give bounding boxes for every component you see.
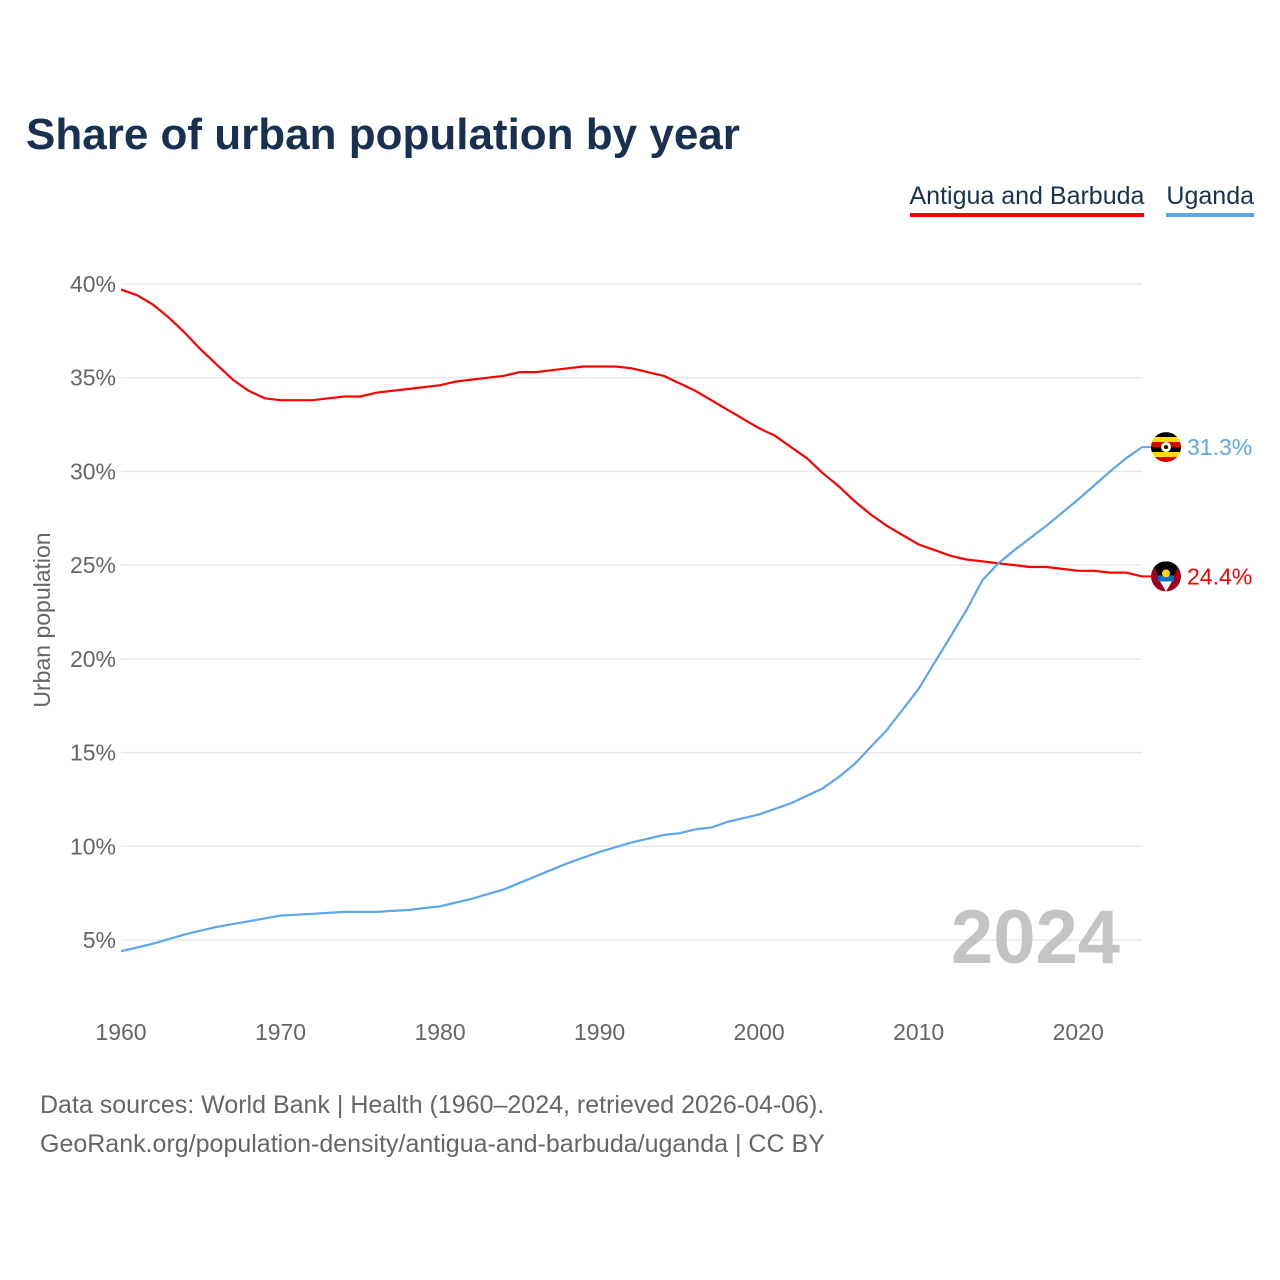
end-value-label-antigua: 24.4% xyxy=(1187,563,1252,589)
data-source-text: Data sources: World Bank | Health (1960–… xyxy=(40,1091,825,1119)
end-value-label-uganda: 31.3% xyxy=(1187,434,1252,460)
x-tick-label: 2000 xyxy=(734,1019,785,1045)
series-line-uganda xyxy=(120,446,1143,953)
y-tick-label: 40% xyxy=(70,271,116,297)
y-tick-label: 20% xyxy=(70,646,116,672)
year-watermark: 2024 xyxy=(951,895,1120,980)
y-axis-title: Urban population xyxy=(29,532,55,707)
x-tick-label: 2020 xyxy=(1053,1019,1104,1045)
y-tick-label: 15% xyxy=(70,740,116,766)
legend: Antigua and Barbuda Uganda xyxy=(909,182,1254,217)
legend-item-antigua[interactable]: Antigua and Barbuda xyxy=(909,182,1145,217)
footer: Data sources: World Bank | Health (1960–… xyxy=(40,1086,825,1164)
y-tick-label: 10% xyxy=(70,833,116,859)
source-url-text: GeoRank.org/population-density/antigua-a… xyxy=(40,1130,825,1158)
x-tick-label: 1990 xyxy=(574,1019,625,1045)
y-tick-label: 25% xyxy=(70,552,116,578)
y-tick-label: 30% xyxy=(70,458,116,484)
x-tick-label: 1970 xyxy=(255,1019,306,1045)
y-tick-label: 5% xyxy=(83,927,116,953)
x-tick-label: 1960 xyxy=(95,1019,146,1045)
uganda-flag-icon xyxy=(1151,432,1181,463)
series-line-antigua xyxy=(120,288,1143,578)
legend-item-uganda[interactable]: Uganda xyxy=(1166,182,1254,217)
antigua-flag-icon xyxy=(1151,561,1181,592)
chart-title: Share of urban population by year xyxy=(26,110,740,159)
x-tick-label: 1980 xyxy=(414,1019,465,1045)
y-tick-label: 35% xyxy=(70,365,116,391)
x-tick-label: 2010 xyxy=(893,1019,944,1045)
